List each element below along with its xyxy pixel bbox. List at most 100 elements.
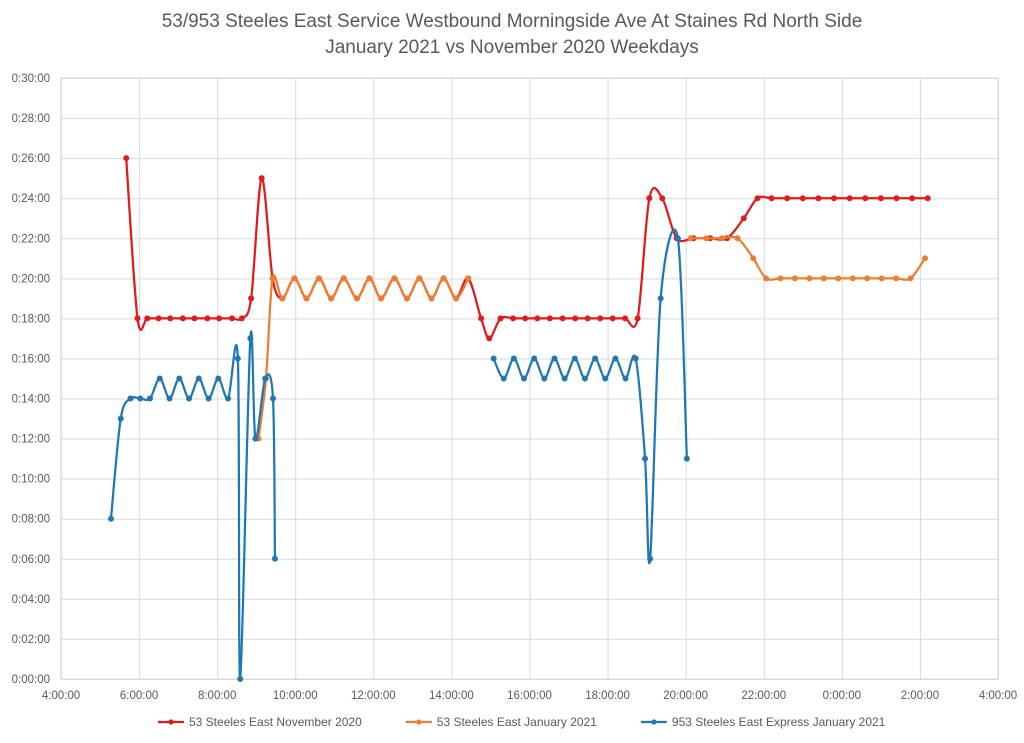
y-tick-label: 0:16:00	[12, 353, 50, 365]
data-point	[510, 355, 517, 362]
y-tick-label: 0:30:00	[12, 73, 50, 85]
data-point	[195, 375, 202, 382]
data-point	[909, 195, 916, 202]
data-point	[768, 195, 775, 202]
data-point	[366, 275, 373, 282]
data-point	[269, 275, 276, 282]
legend-swatch-point	[168, 719, 174, 725]
data-point	[907, 275, 914, 282]
data-point	[551, 355, 558, 362]
x-tick-label: 6:00:00	[120, 690, 158, 702]
y-tick-label: 0:06:00	[12, 554, 50, 566]
data-point	[465, 275, 472, 282]
data-point	[572, 315, 579, 322]
legend-item-1: 53 Steeles East November 2020	[158, 715, 362, 729]
data-point	[156, 375, 163, 382]
data-point	[440, 275, 447, 282]
data-point	[478, 315, 485, 322]
legend-label: 53 Steeles East November 2020	[189, 715, 362, 729]
y-tick-label: 0:22:00	[12, 233, 50, 245]
data-point	[734, 235, 741, 242]
data-point	[271, 555, 278, 562]
x-tick-label: 10:00:00	[273, 690, 318, 702]
data-point	[186, 395, 193, 402]
data-point	[674, 235, 681, 242]
data-point	[642, 455, 649, 462]
legend-label: 953 Steeles East Express January 2021	[672, 715, 886, 729]
data-point	[799, 195, 806, 202]
data-point	[252, 435, 259, 442]
data-point	[486, 335, 493, 342]
data-point	[646, 195, 653, 202]
data-point	[835, 275, 842, 282]
data-point	[497, 315, 504, 322]
data-point	[123, 155, 130, 162]
x-tick-label: 16:00:00	[507, 690, 552, 702]
data-point	[609, 315, 616, 322]
data-point	[316, 275, 323, 282]
data-point	[806, 275, 813, 282]
data-point	[237, 676, 244, 683]
data-point	[561, 375, 568, 382]
data-point	[167, 315, 174, 322]
data-point	[584, 315, 591, 322]
data-point	[647, 555, 654, 562]
y-tick-label: 0:02:00	[12, 634, 50, 646]
data-point	[612, 355, 619, 362]
data-point	[703, 235, 710, 242]
data-point	[216, 315, 223, 322]
data-point	[893, 275, 900, 282]
data-point	[428, 295, 435, 302]
y-tick-label: 0:00:00	[12, 674, 50, 686]
chart-axes: 0:00:00 0:02:00 0:04:00 0:06:00 0:08:00 0:10:…	[12, 73, 1018, 702]
chart-title-line-1: 53/953 Steeles East Service Westbound Mo…	[162, 11, 863, 32]
data-point	[215, 375, 222, 382]
data-point	[659, 195, 666, 202]
data-point	[269, 395, 276, 402]
data-point	[531, 355, 538, 362]
x-tick-label: 4:00:00	[979, 690, 1017, 702]
data-point	[784, 195, 791, 202]
data-point	[534, 315, 541, 322]
data-point	[581, 375, 588, 382]
y-tick-label: 0:24:00	[12, 193, 50, 205]
x-tick-label: 20:00:00	[663, 690, 708, 702]
data-point	[303, 295, 310, 302]
x-tick-label: 2:00:00	[901, 690, 939, 702]
data-point	[453, 295, 460, 302]
data-point	[262, 375, 269, 382]
data-point	[877, 195, 884, 202]
data-point	[878, 275, 885, 282]
data-point	[179, 315, 186, 322]
data-point	[559, 315, 566, 322]
data-point	[893, 195, 900, 202]
data-point	[521, 375, 528, 382]
y-tick-label: 0:04:00	[12, 594, 50, 606]
x-tick-label: 14:00:00	[429, 690, 474, 702]
data-point	[634, 315, 641, 322]
data-point	[248, 295, 255, 302]
data-point	[127, 395, 134, 402]
data-point	[107, 515, 114, 522]
y-tick-label: 0:26:00	[12, 153, 50, 165]
data-point	[204, 315, 211, 322]
data-point	[137, 395, 144, 402]
data-point	[657, 295, 664, 302]
data-point	[546, 315, 553, 322]
chart-series	[107, 155, 931, 683]
data-point	[522, 315, 529, 322]
y-tick-label: 0:20:00	[12, 273, 50, 285]
y-tick-label: 0:10:00	[12, 474, 50, 486]
legend-swatch-point	[651, 719, 657, 725]
x-tick-label: 8:00:00	[198, 690, 236, 702]
data-point	[592, 355, 599, 362]
data-point	[328, 295, 335, 302]
data-point	[754, 195, 761, 202]
data-point	[740, 215, 747, 222]
data-point	[820, 275, 827, 282]
data-point	[391, 275, 398, 282]
data-point	[247, 335, 254, 342]
data-point	[864, 275, 871, 282]
